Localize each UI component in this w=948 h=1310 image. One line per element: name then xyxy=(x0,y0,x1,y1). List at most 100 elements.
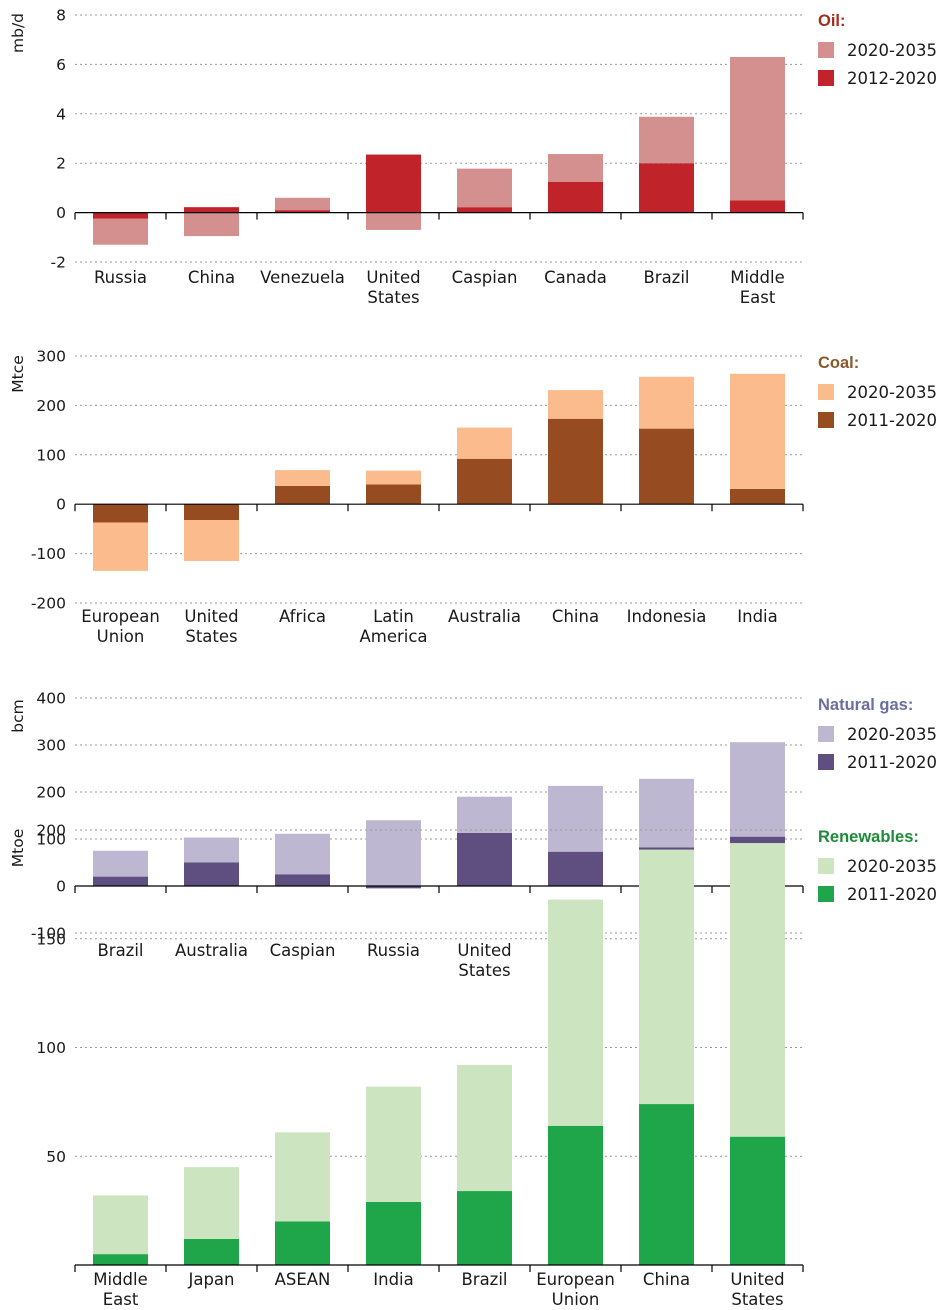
bar-1-4-0 xyxy=(457,458,512,505)
legend-swatch-0-1 xyxy=(818,70,834,86)
y-tick-label-0-3: 4 xyxy=(56,105,66,123)
x-tick-label-1-7-0: India xyxy=(737,607,778,626)
y-tick-label-3-3: 200 xyxy=(36,822,66,840)
x-tick-label-1-0-0: European xyxy=(81,607,160,626)
y-axis-label-0: mb/d xyxy=(9,13,27,53)
y-tick-label-1-3: 100 xyxy=(36,446,66,464)
legend-title-0: Oil: xyxy=(818,12,846,30)
x-tick-label-1-1-1: States xyxy=(185,627,237,646)
x-tick-label-0-5-0: Canada xyxy=(544,268,607,287)
legend-label-2-1: 2011-2020 xyxy=(847,753,937,772)
bar-0-0-0 xyxy=(93,212,148,219)
bar-0-6-0 xyxy=(639,163,694,213)
bar-1-0-0 xyxy=(93,504,148,523)
x-tick-label-3-2-0: ASEAN xyxy=(275,1270,331,1289)
y-tick-label-0-1: 0 xyxy=(56,204,66,222)
bar-0-1-1 xyxy=(184,212,239,237)
y-tick-label-2-1: 0 xyxy=(56,878,66,896)
x-tick-label-3-7-0: United xyxy=(730,1270,784,1289)
x-tick-label-0-3-1: States xyxy=(367,288,419,307)
legend-swatch-3-1 xyxy=(818,886,834,902)
x-tick-label-3-4-0: Brazil xyxy=(461,1270,507,1289)
x-tick-label-1-2-0: Africa xyxy=(279,607,326,626)
bar-1-2-1 xyxy=(275,470,330,486)
legend-label-3-0: 2020-2035 xyxy=(847,857,937,876)
legend-swatch-1-0 xyxy=(818,384,834,400)
y-tick-label-1-2: 0 xyxy=(56,496,66,514)
x-tick-label-1-5-0: China xyxy=(552,607,599,626)
y-tick-label-1-1: -100 xyxy=(31,545,66,563)
x-tick-label-3-6-0: China xyxy=(643,1270,690,1289)
bar-1-7-1 xyxy=(730,373,785,489)
x-tick-label-0-6-0: Brazil xyxy=(643,268,689,287)
bar-3-2-0 xyxy=(275,1221,330,1265)
x-tick-label-3-0-0: Middle xyxy=(93,1270,148,1289)
y-tick-label-3-1: 100 xyxy=(36,1039,66,1057)
bar-2-2-1 xyxy=(275,833,330,875)
y-tick-label-0-4: 6 xyxy=(56,56,66,74)
y-tick-label-2-2: 100 xyxy=(36,831,66,849)
bar-2-1-1 xyxy=(184,837,239,863)
x-tick-label-0-2-0: Venezuela xyxy=(260,268,345,287)
bar-3-7-0 xyxy=(730,1136,785,1265)
bar-3-6-1 xyxy=(639,849,694,1105)
bar-0-7-1 xyxy=(730,56,785,201)
y-axis-label-3: Mtoe xyxy=(9,829,27,867)
bar-3-5-1 xyxy=(548,899,603,1126)
y-tick-label-2-0: -100 xyxy=(31,925,66,943)
x-tick-label-0-3-0: United xyxy=(366,268,420,287)
bar-0-1-0 xyxy=(184,207,239,213)
bar-0-6-1 xyxy=(639,116,694,164)
legend-title-3: Renewables: xyxy=(818,828,919,846)
bar-1-5-1 xyxy=(548,390,603,419)
x-tick-label-0-4-0: Caspian xyxy=(452,268,518,287)
x-tick-label-0-7-0: Middle xyxy=(730,268,785,287)
bar-1-4-1 xyxy=(457,427,512,459)
x-tick-label-1-4-0: Australia xyxy=(448,607,521,626)
bar-2-4-1 xyxy=(457,796,512,833)
bar-1-2-0 xyxy=(275,485,330,505)
y-tick-label-2-5: 400 xyxy=(36,690,66,708)
x-tick-label-3-1-0: Japan xyxy=(187,1270,234,1289)
y-tick-label-1-4: 200 xyxy=(36,397,66,415)
legend-swatch-2-0 xyxy=(818,726,834,742)
bar-3-0-1 xyxy=(93,1195,148,1255)
bar-1-7-0 xyxy=(730,488,785,505)
bar-3-2-1 xyxy=(275,1132,330,1222)
x-tick-label-0-1-0: China xyxy=(188,268,235,287)
bar-1-6-1 xyxy=(639,376,694,429)
y-tick-label-3-0: 50 xyxy=(46,1148,66,1166)
bar-0-5-0 xyxy=(548,181,603,213)
y-axis-label-1: Mtce xyxy=(9,355,27,393)
bar-3-3-1 xyxy=(366,1086,421,1202)
bar-2-5-1 xyxy=(548,785,603,852)
y-tick-label-2-4: 300 xyxy=(36,737,66,755)
x-tick-label-3-0-1: East xyxy=(103,1290,139,1309)
y-tick-label-0-2: 2 xyxy=(56,155,66,173)
bar-0-3-0 xyxy=(366,154,421,213)
legend-label-3-1: 2011-2020 xyxy=(847,885,937,904)
legend-swatch-0-0 xyxy=(818,42,834,58)
x-tick-label-3-3-0: India xyxy=(373,1270,414,1289)
bar-0-2-1 xyxy=(275,197,330,211)
bar-2-3-1 xyxy=(366,820,421,886)
x-tick-label-1-1-0: United xyxy=(184,607,238,626)
bar-3-1-1 xyxy=(184,1167,239,1239)
legend-swatch-1-1 xyxy=(818,412,834,428)
x-tick-label-2-0-0: Brazil xyxy=(97,941,143,960)
bar-1-5-0 xyxy=(548,418,603,505)
x-tick-label-1-3-1: America xyxy=(359,627,427,646)
bar-0-0-1 xyxy=(93,218,148,245)
legend-label-0-0: 2020-2035 xyxy=(847,41,937,60)
bar-2-2-0 xyxy=(275,874,330,886)
legend-title-1: Coal: xyxy=(818,354,859,372)
bar-3-4-1 xyxy=(457,1064,512,1192)
x-tick-label-2-4-1: States xyxy=(458,961,510,980)
bar-2-5-0 xyxy=(548,851,603,886)
x-tick-label-0-7-1: East xyxy=(740,288,776,307)
bar-2-1-0 xyxy=(184,862,239,886)
bar-1-6-0 xyxy=(639,428,694,505)
x-tick-label-2-3-0: Russia xyxy=(367,941,420,960)
bar-3-7-1 xyxy=(730,843,785,1137)
